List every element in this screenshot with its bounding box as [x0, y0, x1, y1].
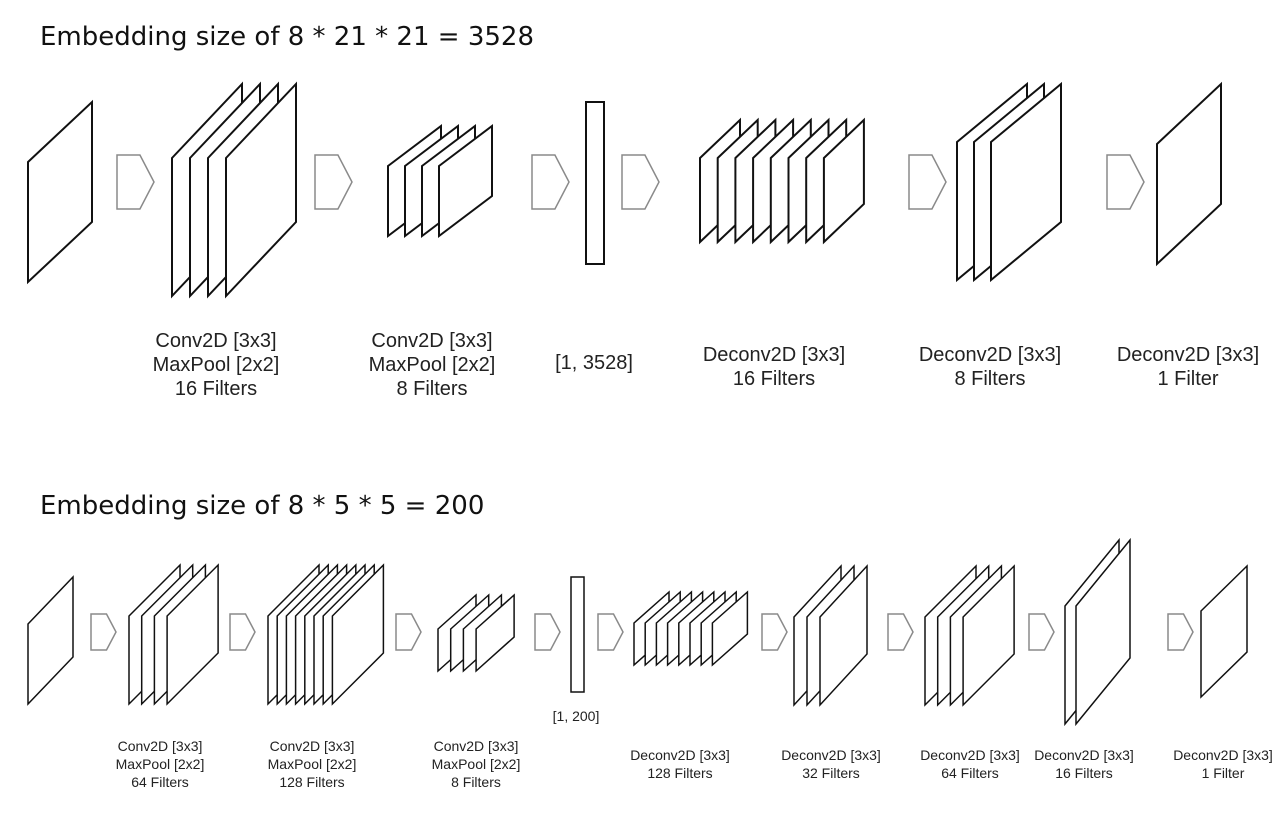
stage-label-conv3-line-2: MaxPool [2x2] — [432, 756, 521, 772]
stage-label-deconv1-line-2: 128 Filters — [647, 765, 712, 781]
conv2-filter-plane-8 — [331, 563, 385, 706]
conv3-filter-plane-4 — [475, 593, 515, 673]
stage-label-conv1-line-3: 64 Filters — [131, 774, 189, 790]
flow-arrow-6 — [1106, 154, 1145, 210]
stage-label-output-line-2: 1 Filter — [1157, 368, 1218, 390]
flow-arrow-6 — [761, 613, 788, 651]
stage-label-conv2-line-3: 8 Filters — [396, 378, 467, 400]
stage-label-deconv1-line-2: 16 Filters — [733, 368, 815, 390]
input-image-plane — [27, 575, 74, 706]
stage-label-embedding-line-1: [1, 3528] — [555, 352, 633, 374]
conv1-filter-plane-4 — [225, 81, 297, 299]
stage-label-conv1-line-1: Conv2D [3x3] — [118, 738, 203, 754]
deconv1-filter-plane-8 — [711, 590, 749, 667]
diagram-1-network — [27, 81, 1222, 299]
stage-label-conv3-line-1: Conv2D [3x3] — [434, 738, 519, 754]
deconv4-filter-plane-2 — [1075, 537, 1131, 727]
input-image-plane — [27, 99, 93, 285]
flow-arrow-3 — [395, 613, 422, 651]
stage-label-deconv1-line-1: Deconv2D [3x3] — [703, 344, 845, 366]
embedding-vector — [585, 101, 605, 265]
stage-label-conv2-line-1: Conv2D [3x3] — [371, 330, 492, 352]
deconv1-filter-plane-8 — [822, 117, 865, 245]
stage-label-deconv1-line-1: Deconv2D [3x3] — [630, 747, 730, 763]
stage-label-conv1-line-2: MaxPool [2x2] — [153, 354, 280, 376]
deconv3-filter-plane-4 — [962, 564, 1015, 707]
deconv2-filter-plane-3 — [990, 81, 1062, 283]
stage-label-output-line-1: Deconv2D [3x3] — [1173, 747, 1273, 763]
stage-label-deconv2-line-1: Deconv2D [3x3] — [919, 344, 1061, 366]
flow-arrow-5 — [908, 154, 947, 210]
diagram-2-network — [27, 537, 1248, 727]
embedding-vector — [570, 576, 585, 693]
flow-arrow-5 — [597, 613, 624, 651]
stage-label-deconv4-line-1: Deconv2D [3x3] — [1034, 747, 1134, 763]
stage-label-conv2-line-3: 128 Filters — [279, 774, 344, 790]
flow-arrow-2 — [314, 154, 353, 210]
stage-label-conv2-line-2: MaxPool [2x2] — [268, 756, 357, 772]
stage-label-deconv2-line-1: Deconv2D [3x3] — [781, 747, 881, 763]
flow-arrow-4 — [621, 154, 660, 210]
flow-arrow-4 — [534, 613, 561, 651]
conv1-filter-plane-4 — [166, 563, 219, 706]
stage-label-output-line-2: 1 Filter — [1202, 765, 1245, 781]
stage-label-deconv4-line-2: 16 Filters — [1055, 765, 1113, 781]
flow-arrow-1 — [90, 613, 117, 651]
flow-arrow-7 — [887, 613, 914, 651]
stage-label-conv1-line-2: MaxPool [2x2] — [116, 756, 205, 772]
output-image-plane — [1200, 564, 1248, 699]
stage-label-output-line-1: Deconv2D [3x3] — [1117, 344, 1259, 366]
flow-arrow-9 — [1167, 613, 1194, 651]
stage-label-conv3-line-3: 8 Filters — [451, 774, 501, 790]
flow-arrow-1 — [116, 154, 155, 210]
stage-label-conv1-line-3: 16 Filters — [175, 378, 257, 400]
stage-label-deconv3-line-1: Deconv2D [3x3] — [920, 747, 1020, 763]
stage-label-deconv2-line-2: 32 Filters — [802, 765, 860, 781]
flow-arrow-8 — [1028, 613, 1055, 651]
diagram-1-title: Embedding size of 8 * 21 * 21 = 3528 — [40, 22, 534, 52]
output-image-plane — [1156, 81, 1222, 267]
conv2-filter-plane-4 — [438, 123, 493, 239]
stage-label-conv2-line-1: Conv2D [3x3] — [270, 738, 355, 754]
flow-arrow-2 — [229, 613, 256, 651]
stage-label-conv2-line-2: MaxPool [2x2] — [369, 354, 496, 376]
stage-label-deconv3-line-2: 64 Filters — [941, 765, 999, 781]
stage-label-deconv2-line-2: 8 Filters — [954, 368, 1025, 390]
flow-arrow-3 — [531, 154, 570, 210]
diagram-2-labels: [1, 200] Conv2D [3x3] MaxPool [2x2] 64 Filt… — [116, 708, 1273, 790]
deconv2-filter-plane-3 — [819, 564, 868, 707]
stage-label-embedding-line-1: [1, 200] — [553, 708, 600, 724]
stage-label-conv1-line-1: Conv2D [3x3] — [155, 330, 276, 352]
diagram-2-title: Embedding size of 8 * 5 * 5 = 200 — [40, 491, 484, 521]
diagram-1-labels: Conv2D [3x3]MaxPool [2x2]16 FiltersConv2… — [153, 330, 1260, 400]
